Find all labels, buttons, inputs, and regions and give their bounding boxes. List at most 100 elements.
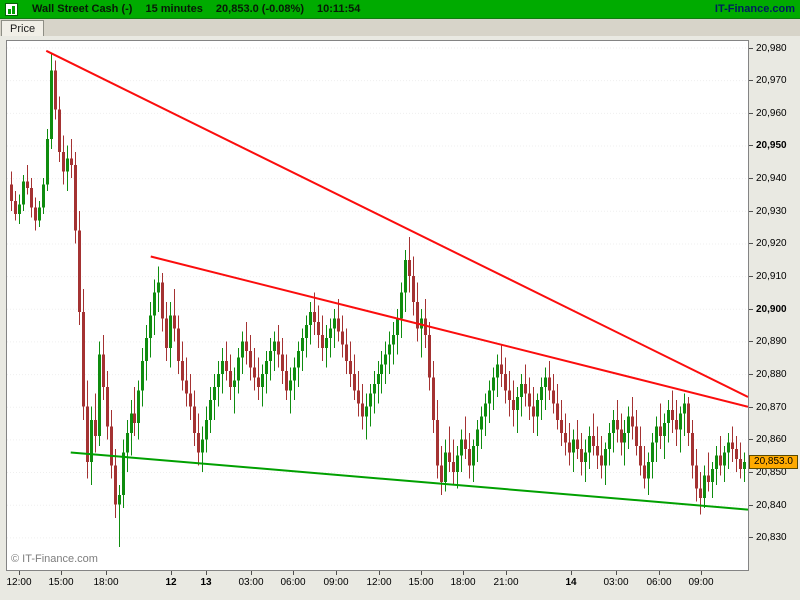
x-axis-tick — [379, 571, 380, 575]
candle-body — [480, 416, 483, 430]
y-axis-tick — [749, 439, 753, 440]
candle-body — [711, 468, 714, 482]
x-axis-label: 03:00 — [603, 577, 629, 588]
candle-body — [70, 158, 73, 166]
y-axis-tick — [749, 537, 753, 538]
x-axis-tick — [659, 571, 660, 575]
candle-body — [126, 432, 129, 453]
y-axis-tick — [749, 178, 753, 179]
candle-body — [655, 426, 658, 443]
candle-body — [667, 409, 670, 424]
candle-body — [404, 259, 407, 293]
x-axis-tick — [616, 571, 617, 575]
candle-body — [380, 364, 383, 375]
watermark: © IT-Finance.com — [11, 553, 98, 565]
x-axis-label: 14 — [565, 577, 577, 588]
tab-price[interactable]: Price — [1, 20, 45, 36]
candle-body — [596, 445, 599, 456]
candle-body — [189, 393, 192, 407]
candle-body — [564, 432, 567, 443]
last-quote: 20,853.0 (-0.08%) — [215, 3, 304, 15]
candle-body — [197, 432, 200, 453]
x-axis-label: 18:00 — [93, 577, 119, 588]
brand-link[interactable]: IT-Finance.com — [714, 3, 795, 15]
x-axis-label: 15:00 — [408, 577, 434, 588]
candle-body — [357, 390, 360, 404]
candle-body — [177, 328, 180, 362]
candle-wick — [449, 426, 450, 473]
candle-body — [66, 158, 69, 172]
candle-body — [388, 344, 391, 355]
candle-wick — [708, 452, 709, 492]
candle-body — [420, 318, 423, 329]
candle-body — [185, 380, 188, 394]
candle-body — [106, 387, 109, 427]
candle-body — [612, 419, 615, 433]
candle-body — [317, 321, 320, 335]
candle-body — [440, 465, 443, 482]
candle-body — [436, 419, 439, 466]
candle-body — [265, 361, 268, 375]
candle-body — [221, 361, 224, 375]
candle-body — [468, 449, 471, 466]
candle-body — [448, 452, 451, 463]
candle-wick — [453, 439, 454, 486]
candle-body — [512, 400, 515, 410]
candle-body — [341, 331, 344, 345]
candle-body — [592, 436, 595, 446]
price-axis[interactable]: 20,980 20,970 20,960 20,950 20,940 20,930 20,9… — [749, 41, 800, 586]
candle-body — [536, 400, 539, 417]
candle-body — [623, 432, 626, 443]
plot-area[interactable]: © IT-Finance.com — [6, 40, 749, 571]
candle-body — [400, 292, 403, 319]
candle-wick — [680, 406, 681, 453]
candle-body — [627, 416, 630, 433]
candle-body — [396, 318, 399, 335]
trend-line — [45, 49, 748, 398]
x-axis-tick — [571, 571, 572, 575]
x-axis-label: 12:00 — [366, 577, 392, 588]
candle-body — [540, 387, 543, 401]
candle-body — [723, 452, 726, 466]
candle-body — [353, 374, 356, 391]
x-axis-tick — [463, 571, 464, 575]
candle-body — [130, 413, 133, 433]
candle-body — [695, 465, 698, 489]
y-axis-tick — [749, 472, 753, 473]
candle-body — [313, 312, 316, 322]
candle-body — [289, 380, 292, 391]
candle-body — [544, 377, 547, 388]
candlestick-chart[interactable] — [7, 41, 748, 570]
candle-body — [616, 419, 619, 430]
candle-body — [141, 361, 144, 391]
candle-wick — [593, 413, 594, 456]
candle-body — [325, 338, 328, 348]
candle-body — [663, 423, 666, 437]
candle-body — [241, 341, 244, 358]
candle-body — [273, 341, 276, 352]
candle-wick — [421, 308, 422, 358]
y-axis-tick — [749, 145, 753, 146]
candle-body — [452, 462, 455, 473]
candle-body — [98, 354, 101, 437]
candle-body — [377, 374, 380, 384]
candle-body — [349, 361, 352, 375]
candle-body — [552, 390, 555, 404]
candle-body — [731, 442, 734, 450]
candle-body — [118, 494, 121, 505]
candle-wick — [234, 367, 235, 414]
candle-body — [432, 377, 435, 420]
time-axis[interactable]: 12:00 15:00 18:00 12 13 03:00 06:00 09:00 12:00 1… — [6, 571, 749, 599]
candle-body — [444, 452, 447, 482]
candle-body — [365, 406, 368, 417]
candle-wick — [545, 367, 546, 410]
candle-body — [114, 465, 117, 505]
clock: 10:11:54 — [316, 3, 361, 15]
x-axis-tick — [293, 571, 294, 575]
candle-body — [532, 406, 535, 417]
candle-body — [297, 351, 300, 368]
timeframe-label: 15 minutes — [145, 3, 203, 15]
candle-body — [600, 455, 603, 466]
candle-wick — [226, 341, 227, 381]
candle-body — [161, 282, 164, 319]
